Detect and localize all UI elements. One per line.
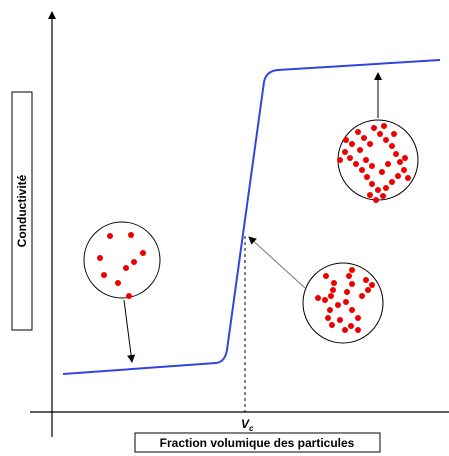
particle	[131, 259, 137, 265]
particle	[343, 299, 349, 305]
particle	[328, 293, 334, 299]
particle	[140, 250, 146, 256]
particle	[401, 167, 407, 173]
particle	[373, 197, 379, 203]
particle	[377, 131, 383, 137]
particle	[325, 315, 331, 321]
particles	[97, 123, 411, 333]
x-label-box	[134, 432, 381, 453]
particle	[371, 125, 377, 131]
particle	[322, 297, 328, 303]
particle	[101, 272, 107, 278]
particle	[367, 141, 373, 147]
particle	[342, 327, 348, 333]
threshold-circle	[302, 262, 384, 344]
particle	[330, 287, 336, 293]
particle	[337, 157, 343, 163]
particle	[381, 123, 387, 129]
critical-label-sub: c	[249, 424, 254, 433]
particle	[107, 233, 113, 239]
conductivity-curve	[62, 59, 441, 375]
particle	[355, 327, 361, 333]
y-axis-label: Conductivité	[15, 174, 29, 247]
particle	[349, 141, 355, 147]
particle	[337, 317, 343, 323]
particle	[393, 151, 399, 157]
particle	[327, 307, 333, 313]
particle	[346, 273, 352, 279]
particle	[389, 179, 395, 185]
particle	[353, 161, 359, 167]
particle	[357, 147, 363, 153]
particle	[349, 307, 355, 313]
particle	[375, 187, 381, 193]
particle	[115, 280, 121, 286]
particle	[128, 232, 134, 238]
particle	[363, 157, 369, 163]
particle	[344, 289, 350, 295]
particle	[359, 167, 365, 173]
particle	[402, 155, 408, 161]
particle	[97, 255, 103, 261]
particle	[126, 293, 132, 299]
particle	[383, 185, 389, 191]
particle	[343, 137, 349, 143]
particle	[355, 315, 361, 321]
particle	[383, 137, 389, 143]
particle	[349, 281, 355, 287]
y-label-box	[11, 91, 33, 331]
particle	[323, 273, 329, 279]
particle	[369, 181, 375, 187]
particle	[391, 131, 397, 137]
particle	[405, 175, 411, 181]
particle	[363, 277, 369, 283]
x-axis-label: Fraction volumique des particules	[160, 436, 355, 450]
particle	[385, 161, 391, 167]
particle	[364, 174, 370, 180]
particle	[355, 129, 361, 135]
particle	[395, 173, 401, 179]
particle	[389, 143, 395, 149]
particle	[379, 169, 385, 175]
arrow	[123, 299, 136, 363]
particle	[335, 302, 341, 308]
particle	[347, 155, 353, 161]
particle	[329, 322, 335, 328]
particle	[361, 135, 367, 141]
particle	[365, 287, 371, 293]
arrow	[248, 236, 306, 289]
critical-label-main: V	[241, 417, 250, 431]
particle	[342, 149, 348, 155]
particle	[367, 192, 373, 198]
particle	[349, 267, 355, 273]
particle	[369, 282, 375, 288]
particle	[359, 293, 365, 299]
particle	[123, 265, 129, 271]
particle	[331, 280, 337, 286]
critical-label: Vc	[241, 417, 254, 433]
particle	[315, 295, 321, 301]
particle	[369, 163, 375, 169]
particle	[348, 323, 354, 329]
particle	[380, 193, 386, 199]
particle	[397, 159, 403, 165]
low-fraction-circle	[83, 221, 161, 299]
